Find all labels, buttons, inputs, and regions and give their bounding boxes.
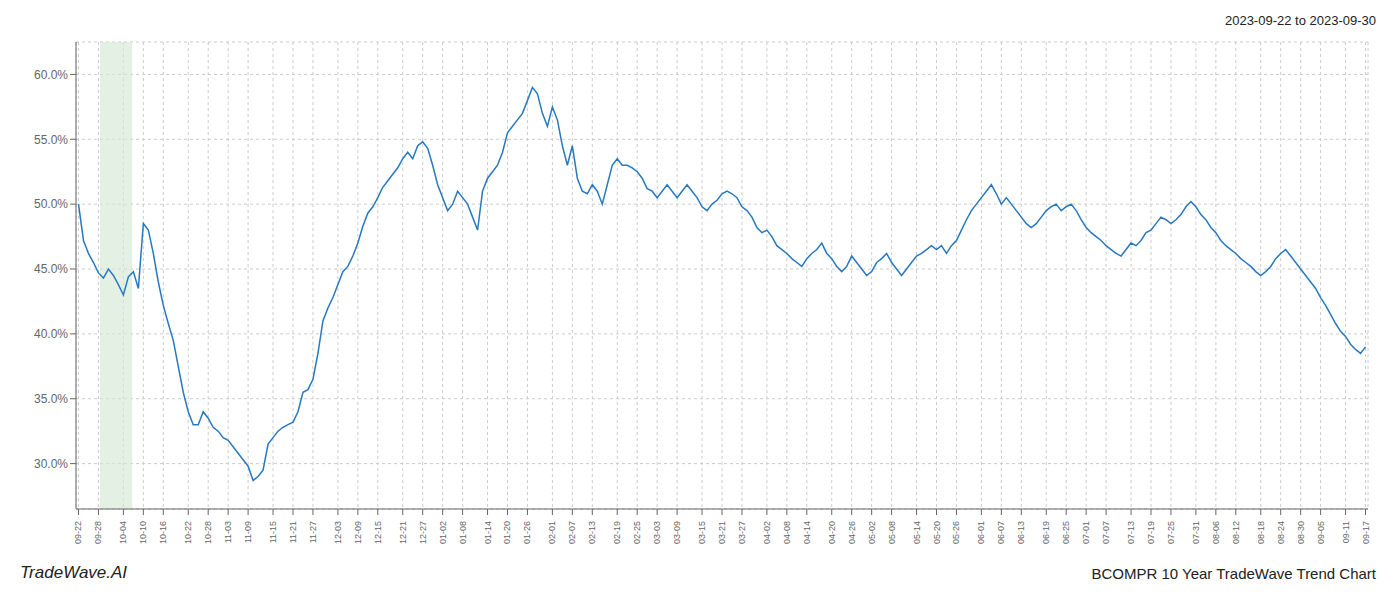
html-text:2023-09-22 to 2023-09-30: 2023-09-22 to 2023-09-30 bbox=[1224, 12, 1376, 28]
svg-text:05-14: 05-14 bbox=[912, 521, 922, 544]
svg-text:02-07: 02-07 bbox=[567, 521, 577, 544]
svg-text:08-06: 08-06 bbox=[1211, 521, 1221, 544]
svg-text:08-24: 08-24 bbox=[1276, 521, 1286, 544]
svg-text:07-13: 07-13 bbox=[1126, 521, 1136, 544]
svg-text:05-08: 05-08 bbox=[887, 521, 897, 544]
svg-text:10-10: 10-10 bbox=[138, 521, 148, 544]
svg-text:07-25: 07-25 bbox=[1166, 521, 1176, 544]
svg-text:11-21: 11-21 bbox=[288, 521, 298, 543]
svg-text:30.0%: 30.0% bbox=[34, 457, 68, 471]
svg-text:07-19: 07-19 bbox=[1146, 521, 1156, 544]
svg-text:03-09: 03-09 bbox=[672, 521, 682, 544]
svg-text:05-02: 05-02 bbox=[867, 521, 877, 544]
svg-text:40.0%: 40.0% bbox=[34, 327, 68, 341]
svg-text:11-03: 11-03 bbox=[223, 521, 233, 543]
svg-text:06-25: 06-25 bbox=[1061, 521, 1071, 544]
svg-text:10-22: 10-22 bbox=[183, 521, 193, 544]
svg-text:60.0%: 60.0% bbox=[34, 68, 68, 82]
svg-text:35.0%: 35.0% bbox=[34, 392, 68, 406]
svg-text:05-26: 05-26 bbox=[951, 521, 961, 544]
svg-text:06-07: 06-07 bbox=[996, 521, 1006, 544]
svg-text:06-19: 06-19 bbox=[1041, 521, 1051, 544]
svg-text:07-01: 07-01 bbox=[1081, 521, 1091, 544]
svg-text:11-15: 11-15 bbox=[268, 521, 278, 543]
svg-text:50.0%: 50.0% bbox=[34, 197, 68, 211]
svg-text:08-18: 08-18 bbox=[1256, 521, 1266, 544]
svg-text:04-08: 04-08 bbox=[782, 521, 792, 544]
svg-text:12-15: 12-15 bbox=[373, 521, 383, 544]
svg-text:09-17: 09-17 bbox=[1361, 521, 1371, 544]
svg-text:01-20: 01-20 bbox=[502, 521, 512, 544]
svg-text:02-25: 02-25 bbox=[632, 521, 642, 544]
svg-text:03-03: 03-03 bbox=[652, 521, 662, 544]
svg-text:09-05: 09-05 bbox=[1316, 521, 1326, 544]
svg-text:03-15: 03-15 bbox=[697, 521, 707, 544]
svg-text:12-03: 12-03 bbox=[333, 521, 343, 544]
svg-text:01-14: 01-14 bbox=[483, 521, 493, 544]
svg-text:10-16: 10-16 bbox=[158, 521, 168, 544]
svg-text:10-28: 10-28 bbox=[203, 521, 213, 544]
svg-text:04-20: 04-20 bbox=[827, 521, 837, 544]
svg-text:04-26: 04-26 bbox=[847, 521, 857, 544]
svg-text:09-28: 09-28 bbox=[93, 521, 103, 544]
svg-text:08-30: 08-30 bbox=[1296, 521, 1306, 544]
html-text:TradeWave.AI: TradeWave.AI bbox=[20, 563, 128, 582]
svg-text:04-02: 04-02 bbox=[762, 521, 772, 544]
svg-text:03-21: 03-21 bbox=[717, 521, 727, 544]
svg-text:09-11: 09-11 bbox=[1341, 521, 1351, 543]
svg-text:08-12: 08-12 bbox=[1231, 521, 1241, 544]
svg-text:11-27: 11-27 bbox=[308, 521, 318, 543]
svg-text:07-31: 07-31 bbox=[1191, 521, 1201, 544]
svg-text:45.0%: 45.0% bbox=[34, 262, 68, 276]
svg-text:07-07: 07-07 bbox=[1101, 521, 1111, 544]
svg-text:11-09: 11-09 bbox=[243, 521, 253, 543]
svg-text:12-09: 12-09 bbox=[353, 521, 363, 544]
svg-text:03-27: 03-27 bbox=[737, 521, 747, 544]
svg-text:09-22: 09-22 bbox=[73, 521, 83, 544]
svg-text:02-19: 02-19 bbox=[612, 521, 622, 544]
svg-text:12-21: 12-21 bbox=[398, 521, 408, 544]
svg-text:02-01: 02-01 bbox=[547, 521, 557, 544]
svg-text:02-13: 02-13 bbox=[587, 521, 597, 544]
svg-text:01-26: 01-26 bbox=[522, 521, 532, 544]
svg-text:12-27: 12-27 bbox=[418, 521, 428, 544]
svg-text:04-14: 04-14 bbox=[802, 521, 812, 544]
svg-text:05-20: 05-20 bbox=[932, 521, 942, 544]
svg-text:10-04: 10-04 bbox=[118, 521, 128, 544]
html-text:BCOMPR 10 Year TradeWave Trend: BCOMPR 10 Year TradeWave Trend Chart bbox=[1091, 564, 1376, 582]
svg-text:06-13: 06-13 bbox=[1016, 521, 1026, 544]
svg-text:01-02: 01-02 bbox=[438, 521, 448, 544]
svg-text:06-01: 06-01 bbox=[976, 521, 986, 544]
svg-text:01-08: 01-08 bbox=[458, 521, 468, 544]
svg-text:55.0%: 55.0% bbox=[34, 133, 68, 147]
